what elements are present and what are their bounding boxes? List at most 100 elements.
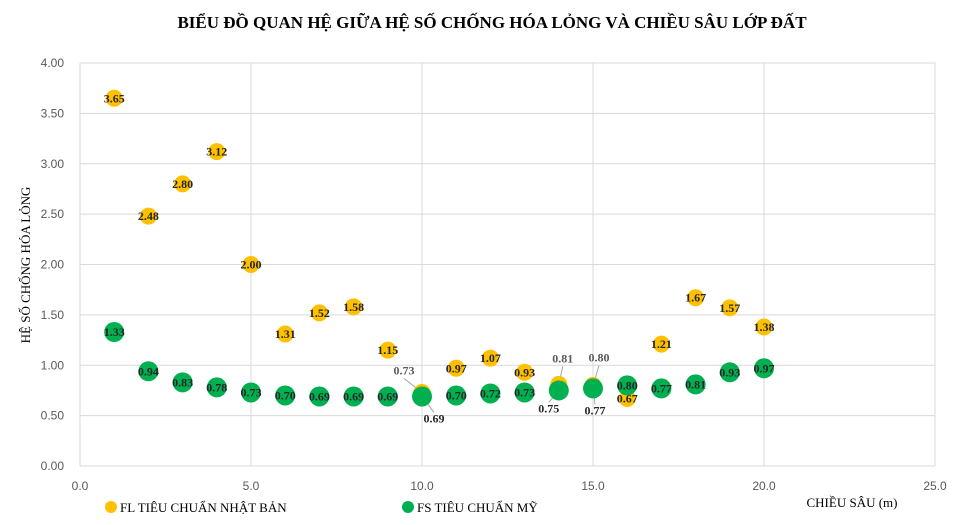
fl-data-label: 1.38 xyxy=(754,320,775,334)
fl-data-label: 2.80 xyxy=(172,177,193,191)
fl-data-label: 0.97 xyxy=(446,361,467,375)
x-axis-title: CHIỀU SÂU (m) xyxy=(807,495,898,510)
fs-data-label: 0.73 xyxy=(514,385,535,399)
legend-label-fl: FL TIÊU CHUẨN NHẬT BẢN xyxy=(120,500,287,515)
fs-point xyxy=(138,361,159,382)
fs-data-label: 0.78 xyxy=(206,380,227,394)
x-tick-label: 0.0 xyxy=(72,479,89,493)
y-tick-label: 0.50 xyxy=(41,409,65,423)
fs-point xyxy=(172,372,193,393)
fs-data-label: 1.33 xyxy=(104,325,125,339)
fl-data-label: 1.57 xyxy=(719,301,740,315)
data-labels: 3.65 2.48 2.80 3.12 2.00 1.31 1.52 1.58 1.15 0.73… xyxy=(104,91,775,425)
x-tick-label: 25.0 xyxy=(923,479,947,493)
fl-point xyxy=(379,341,397,359)
x-tick-label: 20.0 xyxy=(752,479,776,493)
y-tick-label: 4.00 xyxy=(41,56,65,70)
fl-point xyxy=(139,207,157,225)
fl-data-label: 1.52 xyxy=(309,306,330,320)
fl-data-label: 0.80 xyxy=(589,350,610,364)
fs-data-label: 0.69 xyxy=(309,389,330,403)
data-points xyxy=(104,89,774,407)
y-tick-label: 1.00 xyxy=(41,358,65,372)
y-tick-label: 2.50 xyxy=(41,207,65,221)
fl-data-label: 3.12 xyxy=(206,145,227,159)
x-axis-ticks: 0.0 5.0 10.0 15.0 20.0 25.0 xyxy=(72,479,947,493)
fs-point xyxy=(651,378,672,399)
fl-point xyxy=(721,299,739,317)
fs-point xyxy=(412,386,432,407)
fs-data-label: 0.69 xyxy=(377,389,398,403)
fl-data-label: 0.67 xyxy=(617,391,638,405)
fl-data-label: 0.93 xyxy=(514,365,535,379)
fl-data-label: 1.15 xyxy=(377,343,398,357)
fs-point xyxy=(343,386,364,407)
fl-data-label: 1.67 xyxy=(685,291,706,305)
fl-point xyxy=(755,318,773,336)
fs-point xyxy=(583,378,603,399)
fl-data-label: 0.81 xyxy=(552,351,573,365)
fs-data-label: 0.75 xyxy=(538,401,559,415)
fs-data-label: 0.83 xyxy=(172,375,193,389)
y-tick-label: 2.00 xyxy=(41,258,65,272)
legend-marker-fs xyxy=(402,501,414,513)
fs-data-label: 0.70 xyxy=(275,388,296,402)
x-tick-label: 10.0 xyxy=(410,479,434,493)
fs-point xyxy=(480,383,501,404)
fs-point xyxy=(719,362,740,383)
fl-point xyxy=(242,256,260,273)
fl-point xyxy=(174,175,192,193)
fl-point xyxy=(208,143,226,161)
fl-point xyxy=(687,289,705,307)
fs-data-label: 0.97 xyxy=(754,361,775,375)
fs-point xyxy=(104,322,125,343)
chart-title: BIỂU ĐỒ QUAN HỆ GIỮA HỆ SỐ CHỐNG HÓA LỎN… xyxy=(177,12,807,32)
fs-point xyxy=(275,385,296,406)
fl-data-label: 2.00 xyxy=(241,258,262,272)
fs-data-label: 0.73 xyxy=(241,385,262,399)
legend-marker-fl xyxy=(105,501,117,513)
fl-point xyxy=(276,325,294,343)
y-tick-label: 1.50 xyxy=(41,308,65,322)
fl-point xyxy=(516,363,534,381)
y-axis-title: HỆ SỐ CHỐNG HÓA LỎNG xyxy=(18,187,33,344)
fs-point xyxy=(446,385,467,406)
fl-point xyxy=(310,304,328,322)
fs-data-label: 0.77 xyxy=(651,381,672,395)
fs-point xyxy=(241,382,261,403)
fs-data-label: 0.70 xyxy=(446,388,467,402)
legend: FL TIÊU CHUẨN NHẬT BẢN FS TIÊU CHUẨN MỸ xyxy=(105,500,538,515)
fl-point xyxy=(105,89,123,107)
fs-data-label: 0.77 xyxy=(585,403,606,417)
fs-data-label: 0.80 xyxy=(617,378,638,392)
fs-data-label: 0.72 xyxy=(480,386,501,400)
fs-point xyxy=(514,382,535,403)
fs-point xyxy=(377,386,398,407)
fs-data-label: 0.69 xyxy=(424,411,445,425)
fl-point xyxy=(652,335,670,353)
fs-point xyxy=(685,374,706,395)
fl-data-label: 0.73 xyxy=(394,363,415,377)
legend-label-fs: FS TIÊU CHUẨN MỸ xyxy=(417,500,538,515)
gridlines xyxy=(79,62,936,467)
fl-data-label: 3.65 xyxy=(104,91,125,105)
fs-data-label: 0.93 xyxy=(719,365,740,379)
fs-point xyxy=(206,377,227,398)
fl-data-label: 1.07 xyxy=(480,351,501,365)
y-axis-ticks: 0.00 0.50 1.00 1.50 2.00 2.50 3.00 3.50 4.00 xyxy=(41,56,65,473)
fs-point xyxy=(617,375,638,396)
fl-data-label: 1.21 xyxy=(651,337,672,351)
fs-point xyxy=(548,380,569,401)
y-tick-label: 3.50 xyxy=(41,106,65,120)
fs-data-label: 0.81 xyxy=(685,377,706,391)
leader-lines xyxy=(403,365,600,413)
fl-point xyxy=(345,298,363,316)
fs-data-label: 0.69 xyxy=(343,389,364,403)
fl-data-label: 1.31 xyxy=(275,327,296,341)
fl-data-label: 1.58 xyxy=(343,300,364,314)
x-tick-label: 15.0 xyxy=(581,479,605,493)
fl-point xyxy=(481,349,499,367)
y-tick-label: 3.00 xyxy=(41,157,65,171)
y-tick-label: 0.00 xyxy=(41,459,65,473)
